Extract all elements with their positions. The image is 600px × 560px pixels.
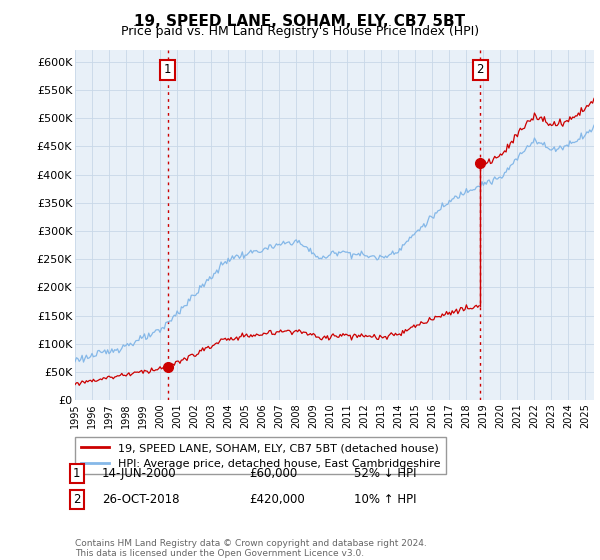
Text: 10% ↑ HPI: 10% ↑ HPI [354,493,416,506]
Text: £60,000: £60,000 [249,466,297,480]
Text: £420,000: £420,000 [249,493,305,506]
Text: Price paid vs. HM Land Registry's House Price Index (HPI): Price paid vs. HM Land Registry's House … [121,25,479,38]
Text: 1: 1 [164,63,172,76]
Text: 14-JUN-2000: 14-JUN-2000 [102,466,176,480]
Text: 1: 1 [73,466,80,480]
Text: 19, SPEED LANE, SOHAM, ELY, CB7 5BT: 19, SPEED LANE, SOHAM, ELY, CB7 5BT [134,14,466,29]
Text: Contains HM Land Registry data © Crown copyright and database right 2024.
This d: Contains HM Land Registry data © Crown c… [75,539,427,558]
Text: 2: 2 [73,493,80,506]
Text: 52% ↓ HPI: 52% ↓ HPI [354,466,416,480]
Text: 2: 2 [476,63,484,76]
Legend: 19, SPEED LANE, SOHAM, ELY, CB7 5BT (detached house), HPI: Average price, detach: 19, SPEED LANE, SOHAM, ELY, CB7 5BT (det… [76,437,446,474]
Text: 26-OCT-2018: 26-OCT-2018 [102,493,179,506]
